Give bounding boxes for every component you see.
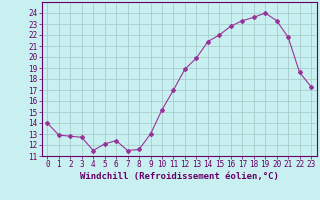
X-axis label: Windchill (Refroidissement éolien,°C): Windchill (Refroidissement éolien,°C)	[80, 172, 279, 181]
